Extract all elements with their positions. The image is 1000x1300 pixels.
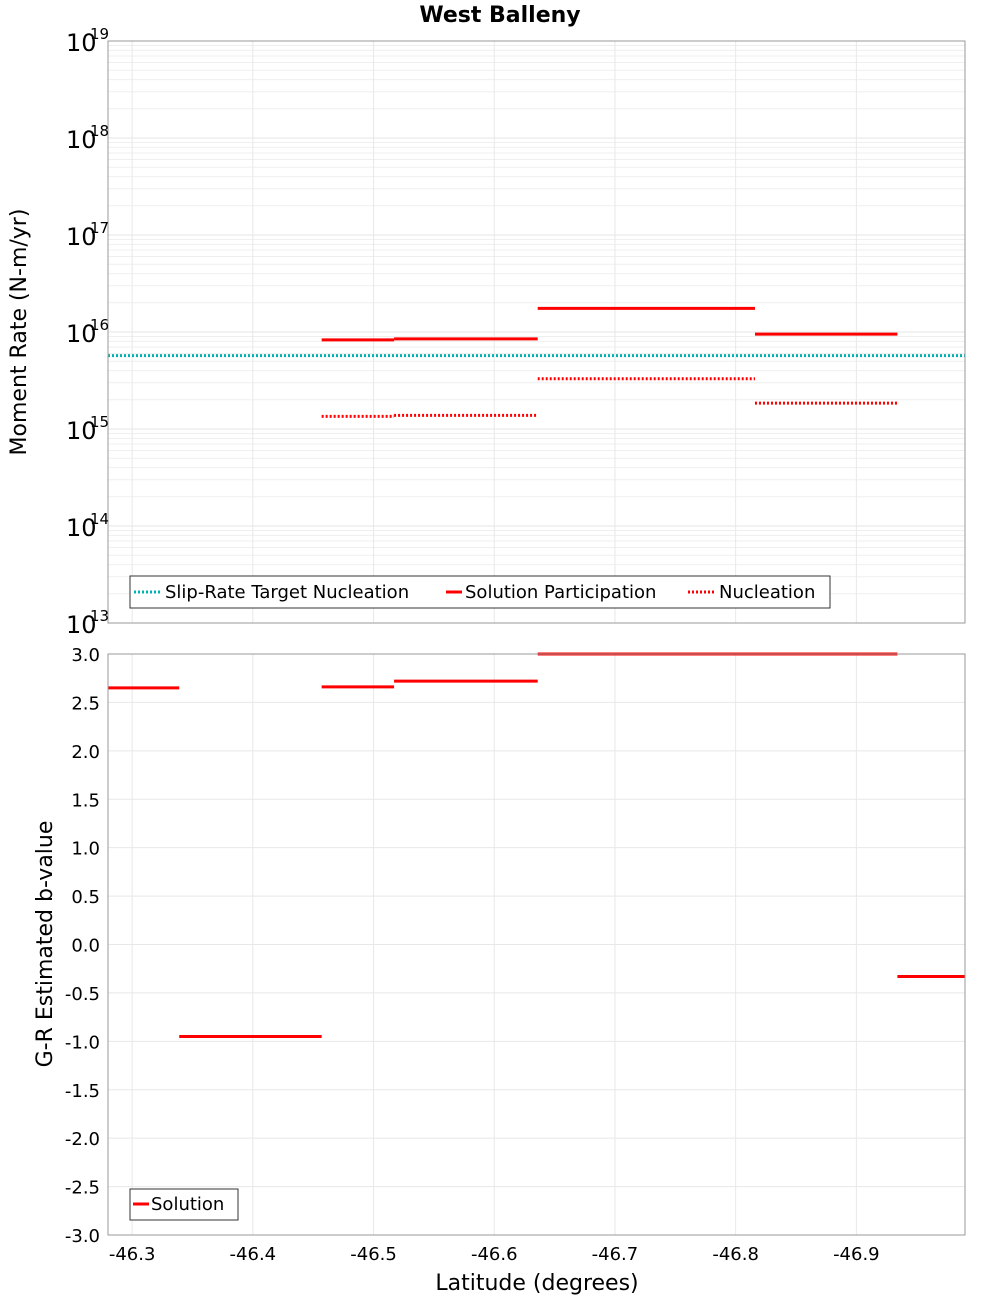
moment-rate-grid [108,41,965,624]
moment-rate-plot-frame [107,40,966,624]
y-tick-label: -1.0 [65,1032,100,1053]
chart-title: West Balleny [419,3,580,28]
b-value-y-axis-label: G-R Estimated b-value [33,821,58,1068]
y-tick-label: 1.0 [71,839,100,860]
legend-label-nucleation: Nucleation [719,582,815,603]
b-value-panel: 3.0 2.5 2.0 1.5 1.0 0.5 0.0 -0.5 -1.0 -1.5 -2.0 -2.… [33,645,966,1296]
y-tick-exponent: 16 [90,316,109,334]
y-tick-exponent: 19 [90,25,109,43]
y-tick-label: 10 [66,320,97,348]
x-tick-label: -46.8 [712,1244,759,1265]
moment-rate-legend: Slip-Rate Target Nucleation Solution Par… [129,575,831,609]
b-value-legend-box [129,1188,239,1221]
y-tick-label: 10 [66,29,97,57]
b-value-plot-frame [107,653,966,1236]
y-tick-label: 10 [66,611,97,639]
x-axis-label: Latitude (degrees) [435,1271,638,1296]
legend-label-solution: Solution [151,1194,224,1215]
y-tick-label: 0.0 [71,936,100,957]
y-tick-label: 0.5 [71,887,100,908]
x-axis-ticks: -46.3 -46.4 -46.5 -46.6 -46.7 -46.8 -46.9 [109,1244,880,1265]
legend-label-slip-rate-target: Slip-Rate Target Nucleation [165,582,409,603]
y-tick-exponent: 14 [90,510,109,528]
x-tick-label: -46.6 [471,1244,518,1265]
x-tick-label: -46.7 [592,1244,639,1265]
x-tick-label: -46.5 [350,1244,397,1265]
y-tick-label: -1.5 [65,1081,100,1102]
y-tick-exponent: 15 [90,413,109,431]
y-tick-exponent: 13 [90,607,109,625]
y-tick-label: 10 [66,417,97,445]
y-tick-label: -0.5 [65,984,100,1005]
y-tick-label: -2.5 [65,1178,100,1199]
y-tick-label: -2.0 [65,1129,100,1150]
x-tick-label: -46.9 [833,1244,880,1265]
y-tick-label: 10 [66,223,97,251]
y-tick-label: 10 [66,514,97,542]
y-tick-exponent: 18 [90,122,109,140]
y-tick-exponent: 17 [90,219,109,237]
b-value-y-ticks: 3.0 2.5 2.0 1.5 1.0 0.5 0.0 -0.5 -1.0 -1.5 -2.0 -2.… [65,645,100,1247]
y-tick-label: 1.5 [71,790,100,811]
b-value-legend: Solution [129,1188,239,1221]
b-value-grid [108,653,965,1236]
y-tick-label: 10 [66,126,97,154]
moment-rate-y-axis-label: Moment Rate (N-m/yr) [7,209,32,456]
y-tick-label: 2.5 [71,693,100,714]
x-tick-label: -46.3 [109,1244,156,1265]
legend-label-solution-participation: Solution Participation [465,582,656,603]
y-tick-label: 2.0 [71,742,100,763]
y-tick-label: -3.0 [65,1226,100,1247]
x-tick-label: -46.4 [230,1244,277,1265]
moment-rate-series [108,306,965,418]
y-tick-label: 3.0 [71,645,100,666]
